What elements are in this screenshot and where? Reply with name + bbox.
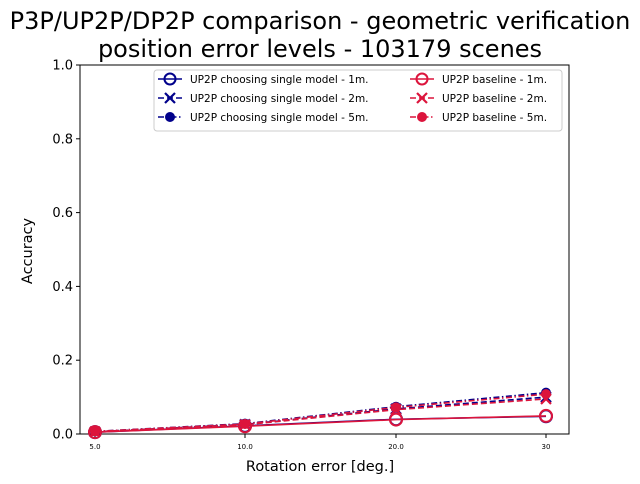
data-point-stroke [164, 92, 176, 104]
data-point [163, 72, 177, 86]
chart-title-line2: position error levels - 103179 scenes [98, 35, 542, 63]
series-6 [90, 389, 551, 437]
y-tick-label: 0.4 [52, 280, 73, 295]
data-point [417, 112, 427, 122]
data-point [164, 92, 176, 104]
series-line [94, 393, 547, 433]
data-point [165, 112, 175, 122]
legend-item: UP2P baseline - 2m. [410, 92, 547, 105]
data-point [416, 92, 428, 104]
legend-item: UP2P baseline - 1m. [410, 72, 547, 86]
y-tick-label: 0.0 [52, 428, 73, 443]
data-point [391, 402, 401, 413]
legend: UP2P choosing single model - 1m. UP2P cho… [153, 69, 563, 132]
legend-label: UP2P baseline - 2m. [442, 93, 547, 105]
data-point-stroke [416, 92, 428, 104]
x-tick-label: 20.0 [388, 443, 404, 451]
plot-area [79, 64, 570, 435]
x-tick-label: 5.0 [89, 443, 100, 451]
legend-item: UP2P choosing single model - 1m. [158, 72, 369, 86]
data-point [389, 412, 403, 427]
y-tick-label: 0.6 [52, 206, 73, 221]
data-point [240, 419, 250, 430]
series-line [94, 415, 547, 433]
x-axis-label: Rotation error [deg.] [246, 459, 394, 475]
y-axis-label: Accuracy [20, 217, 36, 284]
legend-label: UP2P baseline - 5m. [442, 112, 547, 124]
legend-frame [153, 69, 563, 132]
legend-label: UP2P baseline - 1m. [442, 74, 547, 86]
x-tick-label: 10.0 [237, 443, 253, 451]
y-axis: 0.0 0.2 0.4 0.6 0.8 1.0 [52, 59, 80, 443]
y-tick-label: 1.0 [52, 59, 73, 74]
legend-label: UP2P choosing single model - 1m. [190, 74, 369, 86]
data-point [90, 426, 100, 437]
data-point [539, 408, 553, 423]
x-tick-label: 30 [542, 443, 551, 451]
y-tick-label: 0.2 [52, 354, 73, 369]
data-point [415, 72, 429, 86]
data-point [541, 389, 551, 400]
series-layer [88, 387, 553, 440]
chart-title-line1: P3P/UP2P/DP2P comparison - geometric ver… [10, 7, 631, 35]
legend-label: UP2P choosing single model - 5m. [190, 112, 369, 124]
legend-item: UP2P baseline - 5m. [410, 112, 547, 124]
legend-item: UP2P choosing single model - 5m. [158, 112, 369, 124]
series-line [94, 391, 547, 433]
x-axis: 5.0 10.0 20.0 30 [89, 434, 550, 451]
legend-label: UP2P choosing single model - 2m. [190, 93, 369, 105]
legend-item: UP2P choosing single model - 2m. [158, 92, 369, 105]
y-tick-label: 0.8 [52, 132, 73, 147]
